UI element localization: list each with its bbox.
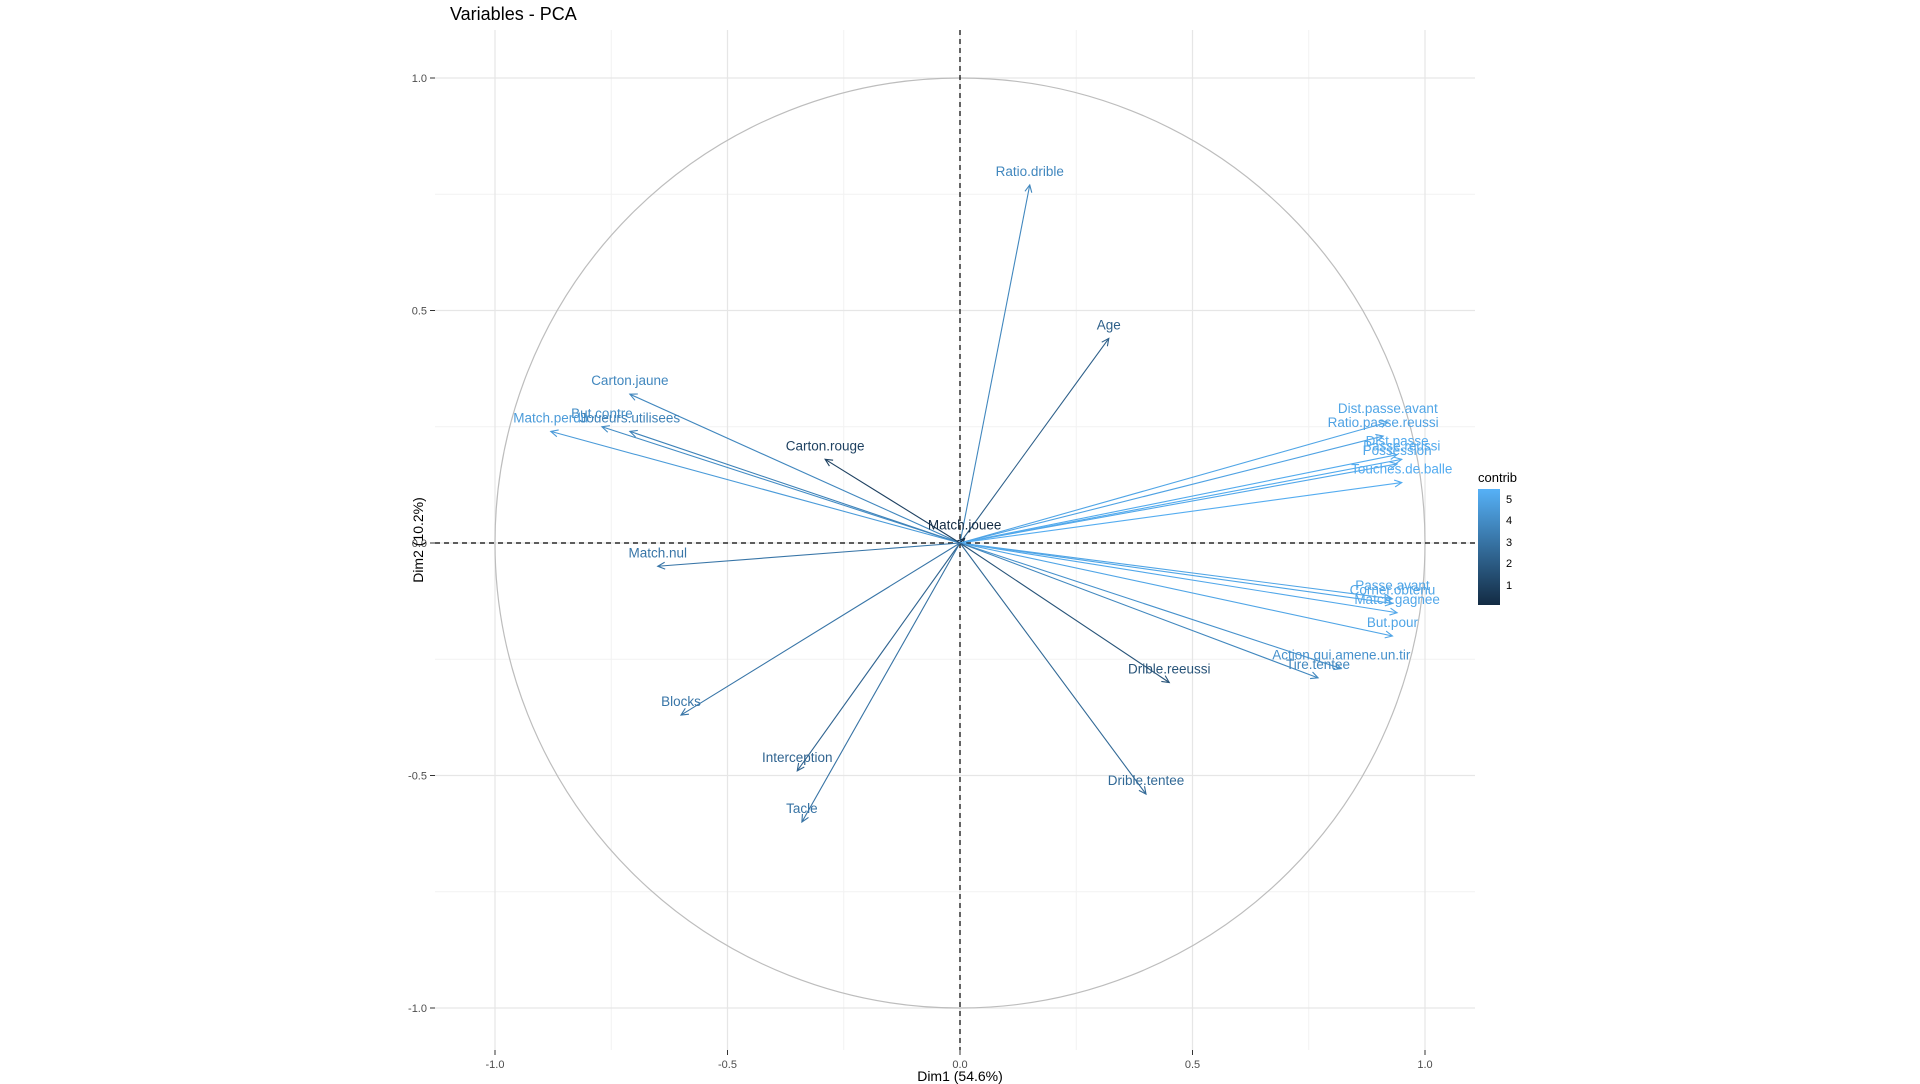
arrowhead-Touches.de.balle [1393, 479, 1404, 488]
variable-label: Possession [1363, 443, 1432, 458]
arrow-Ratio.drible [959, 184, 1031, 544]
y-axis-label: Dim2 (10.2%) [410, 497, 426, 583]
arrowhead-Tacle [801, 813, 809, 824]
x-axis-label: Dim1 (54.6%) [917, 1068, 1003, 1084]
variable-label: Ratio.drible [996, 164, 1064, 179]
variable-label: Drible.reeussi [1128, 662, 1211, 677]
variable-label: But.pour [1367, 615, 1419, 630]
arrow-Blocks [680, 542, 961, 716]
variable-label: Action.qui.amene.un.tir [1272, 648, 1411, 663]
x-tick-label: 0.0 [952, 1059, 967, 1071]
x-tick-label: 0.5 [1185, 1059, 1200, 1071]
arrow-Action.qui.amene.un.tir [959, 542, 1342, 670]
arrow-Passe.avant [959, 542, 1393, 600]
y-tick-label: -1.0 [408, 1003, 427, 1015]
arrow-Touches.de.balle [959, 482, 1402, 544]
arrowhead-Match.gagnee [1389, 607, 1399, 616]
arrowhead-Carton.jaune [628, 393, 638, 401]
arrow-Match.perdu [550, 430, 961, 544]
arrow-Drible.reeussi [959, 542, 1170, 683]
arrow-Dist.passe [959, 454, 1398, 544]
variable-label: Match.nul [628, 545, 687, 560]
arrow-Match.nul [657, 542, 961, 567]
arrow-But.contre [601, 426, 961, 544]
variable-label: Ratio.passe.reussi [1328, 415, 1439, 430]
variable-label: Tire.tentee [1286, 657, 1350, 672]
arrowhead-Drible.reeussi [1161, 675, 1171, 684]
legend-title: contrib [1478, 470, 1518, 485]
variable-label: Age [1097, 317, 1121, 332]
arrow-Tire.tentee [959, 542, 1319, 679]
arrowhead-Match.perdu [549, 429, 559, 438]
legend-tick-label: 3 [1506, 536, 1513, 549]
arrow-But.pour [959, 542, 1393, 637]
y-tick-label: -0.5 [408, 771, 427, 783]
arrowhead-Ratio.passe.reussi [1375, 433, 1385, 442]
arrowhead-But.contre [600, 425, 610, 433]
y-tick-label: 1.0 [412, 73, 427, 85]
y-tick-label: 0.5 [412, 306, 427, 318]
arrowhead-Age [1101, 337, 1110, 347]
arrowhead-Blocks [679, 708, 690, 716]
variable-label: Match.gagnee [1354, 592, 1440, 607]
variable-label: Touches.de.balle [1351, 462, 1452, 477]
arrowhead-Match.nul [656, 561, 666, 570]
legend-tick-label: 5 [1506, 493, 1513, 506]
legend-tick-label: 1 [1506, 579, 1513, 592]
legend-colorbar [1478, 489, 1500, 605]
arrowhead-Dist.passe [1389, 452, 1399, 460]
x-tick-label: -1.0 [486, 1059, 505, 1071]
arrow-Corner.obtenu [959, 542, 1393, 604]
arrow-Interception [796, 542, 961, 772]
arrow-Carton.jaune [629, 393, 961, 544]
chart-title: Variables - PCA [450, 4, 577, 24]
arrow-Joueurs.utilisees [629, 430, 961, 544]
variable-label: Passe.avant [1355, 578, 1430, 593]
variable-label: Dist.passe.avant [1338, 401, 1438, 416]
variable-label: Tacle [786, 801, 818, 816]
variable-label: Match.jouee [928, 517, 1002, 532]
arrow-Ratio.passe.reussi [959, 435, 1384, 544]
legend: contrib 1 2 3 4 5 [1478, 470, 1520, 605]
arrowhead-Ratio.drible [1024, 183, 1033, 193]
arrow-Match.gagnee [959, 542, 1398, 614]
variable-label: Match.perdu [513, 410, 588, 425]
arrowhead-Possession [1389, 461, 1399, 470]
arrow-Age [959, 338, 1110, 544]
y-tick-label: 0.0 [412, 538, 427, 550]
x-tick-label: 1.0 [1417, 1059, 1432, 1071]
arrow-Tacle [801, 542, 961, 823]
arrowhead-Dist.passe.avant [1379, 420, 1390, 428]
variable-label: Dist.passe [1366, 434, 1429, 449]
arrowhead-Carton.rouge [824, 458, 834, 467]
arrow-Dist.passe.avant [959, 421, 1388, 544]
legend-tick-label: 4 [1506, 515, 1513, 528]
variable-label: Blocks [661, 694, 701, 709]
arrowhead-Joueurs.utilisees [628, 429, 638, 438]
arrowhead-Drible.tentee [1138, 786, 1147, 796]
variable-label: Carton.rouge [786, 438, 865, 453]
variable-label: Joueurs.utilisees [580, 410, 681, 425]
variable-label: Corner.obtenu [1350, 582, 1436, 597]
arrow-Carton.rouge [824, 458, 961, 544]
arrowhead-Interception [796, 762, 805, 772]
x-tick-label: -0.5 [718, 1059, 737, 1071]
legend-ticks: 1 2 3 4 5 [1500, 489, 1520, 605]
variable-label: Carton.jaune [591, 373, 668, 388]
arrowhead-But.pour [1384, 630, 1394, 639]
variable-label: Interception [762, 750, 833, 765]
arrowhead-Passe.reussi [1393, 456, 1403, 465]
arrowhead-Tire.tentee [1310, 671, 1320, 680]
arrowhead-Corner.obtenu [1384, 598, 1394, 607]
arrow-Possession [959, 463, 1398, 544]
arrow-Passe.reussi [959, 458, 1402, 544]
variable-label: Drible.tentee [1108, 773, 1185, 788]
arrow-Drible.tentee [959, 542, 1147, 795]
variable-label: But.contre [571, 406, 633, 421]
arrowhead-Action.qui.amene.un.tir [1333, 662, 1343, 671]
variable-label: Passe.reussi [1363, 438, 1440, 453]
legend-tick-label: 2 [1506, 558, 1513, 571]
